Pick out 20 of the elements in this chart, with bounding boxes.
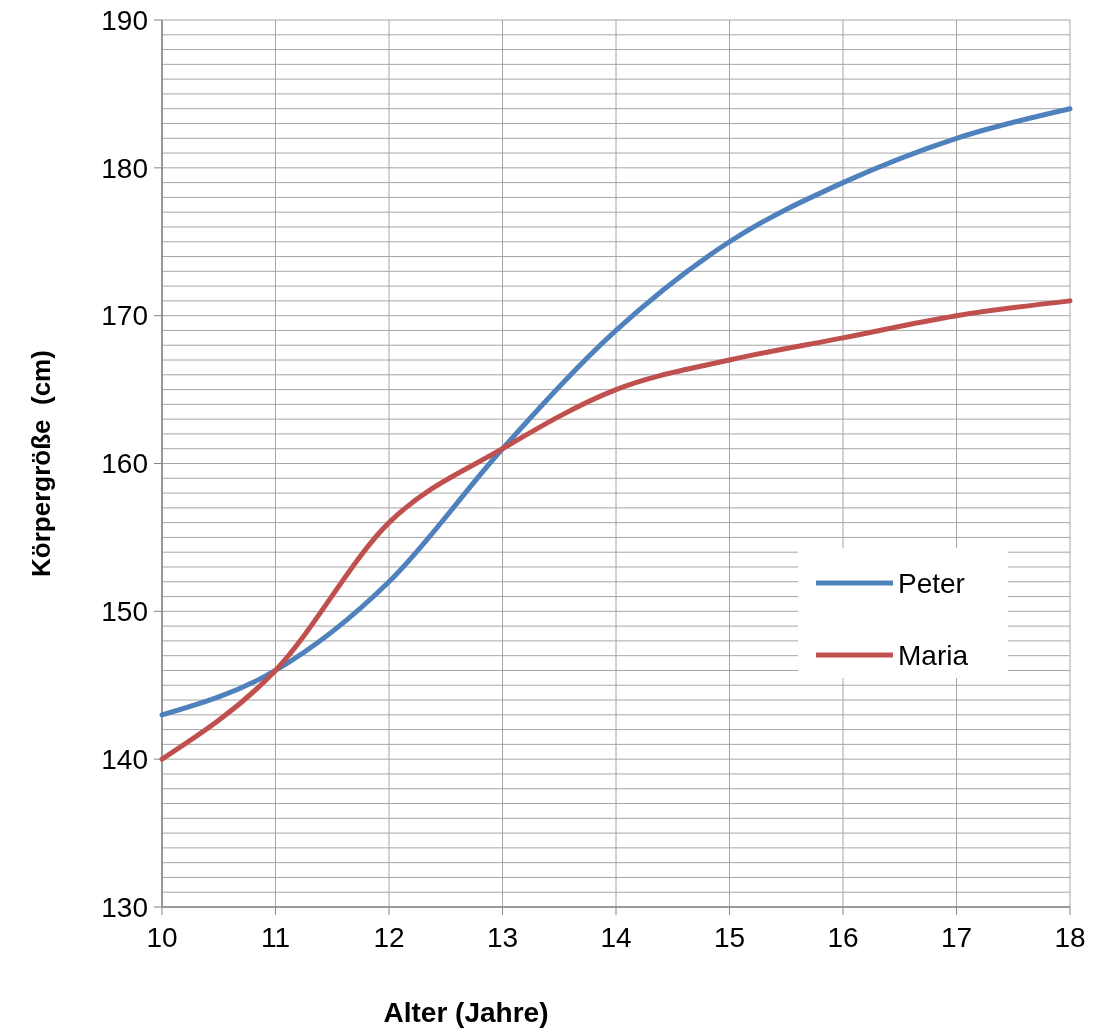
x-axis-title: Alter (Jahre): [383, 997, 549, 1028]
y-axis-title: Körpergröße (cm): [26, 350, 56, 577]
x-tick-label: 11: [260, 922, 291, 953]
y-tick-label: 130: [101, 891, 148, 923]
y-tick-label: 150: [101, 596, 148, 628]
x-tick-label: 12: [373, 922, 405, 953]
x-tick-label: 10: [146, 922, 178, 953]
y-tick-label: 160: [101, 448, 148, 480]
x-tick-label: 14: [600, 922, 632, 953]
y-tick-label: 180: [101, 152, 148, 184]
x-tick-label: 16: [827, 922, 859, 953]
x-tick-label: 15: [713, 922, 746, 953]
y-tick-label: 190: [101, 4, 148, 36]
x-tick-label: 13: [486, 922, 519, 953]
legend-label: Peter: [898, 567, 965, 599]
x-tick-label: 18: [1054, 922, 1086, 953]
y-tick-label: 170: [101, 300, 148, 332]
legend-label: Maria: [898, 639, 969, 671]
x-tick-label: 17: [940, 922, 973, 953]
y-tick-label: 140: [101, 743, 148, 775]
